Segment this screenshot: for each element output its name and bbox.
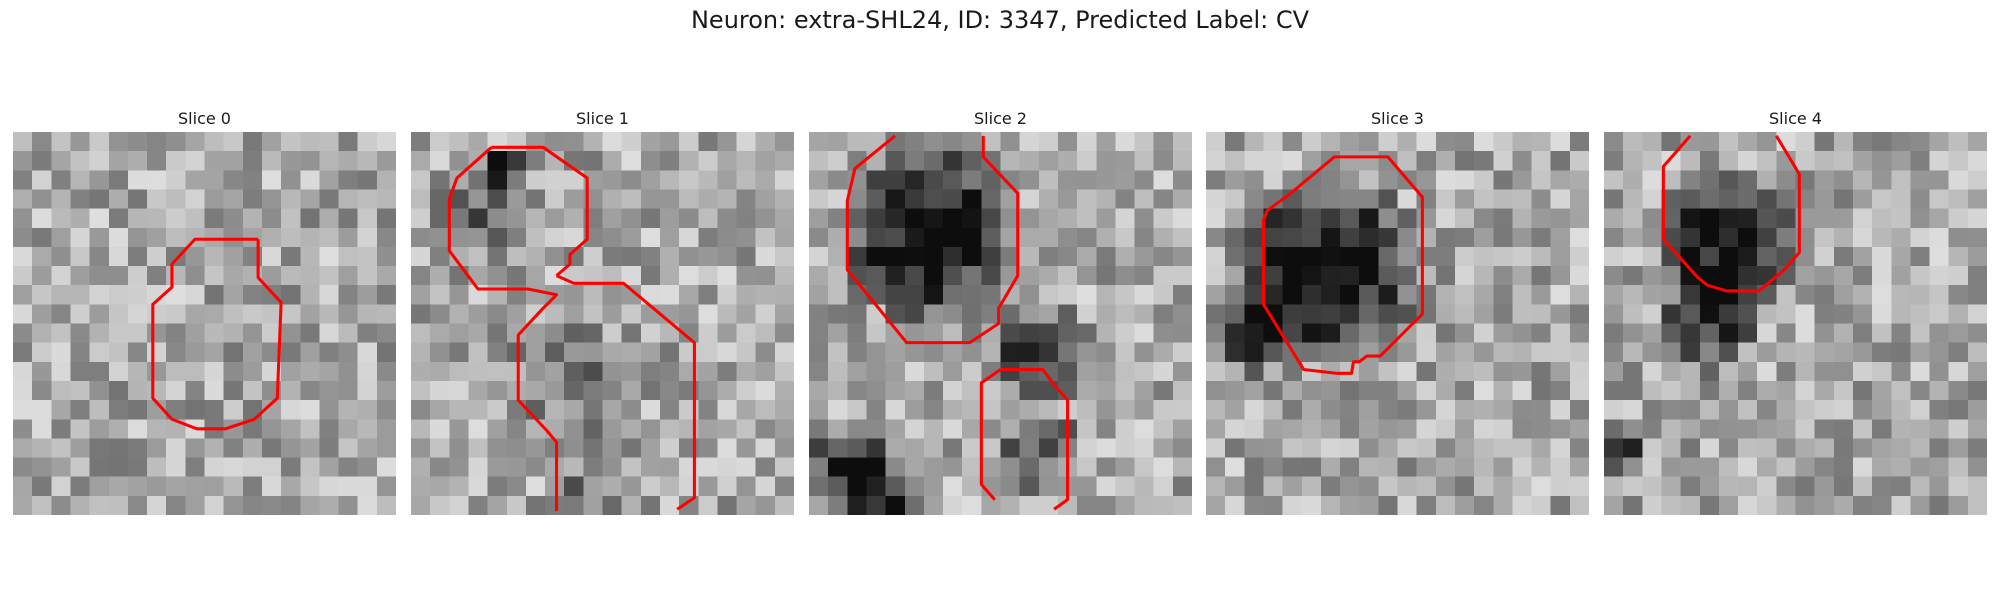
slice-panel-0: Slice 0: [13, 106, 396, 515]
slice-title: Slice 0: [178, 109, 231, 128]
pixel-grid: [809, 132, 1192, 515]
slice-image-0: [13, 132, 396, 515]
slice-panel-1: Slice 1: [411, 106, 794, 515]
contour-line: [1000, 367, 1070, 511]
contour-line: [555, 274, 696, 511]
pixel-grid: [411, 132, 794, 515]
contour-line: [1261, 155, 1424, 375]
slice-image-1: [411, 132, 794, 515]
pixel-grid: [1206, 132, 1589, 515]
contour-line: [151, 237, 283, 431]
contour-line: [1661, 134, 1801, 293]
pixel-grid: [13, 132, 396, 515]
contour-line: [491, 145, 589, 277]
slice-title: Slice 2: [974, 109, 1027, 128]
slice-panel-2: Slice 2: [809, 106, 1192, 515]
slice-title: Slice 1: [576, 109, 629, 128]
figure-title: Neuron: extra-SHL24, ID: 3347, Predicted…: [690, 6, 1310, 34]
slice-panel-4: Slice 4: [1604, 106, 1987, 515]
contour-line: [447, 146, 559, 512]
contour-line: [979, 368, 1002, 501]
slice-title: Slice 4: [1769, 109, 1822, 128]
pixel-grid: [1604, 132, 1987, 515]
slice-image-4: [1604, 132, 1987, 515]
slice-title: Slice 3: [1371, 109, 1424, 128]
slice-image-3: [1206, 132, 1589, 515]
contour-line: [845, 134, 1020, 345]
slice-image-2: [809, 132, 1192, 515]
slice-panel-3: Slice 3: [1206, 106, 1589, 515]
